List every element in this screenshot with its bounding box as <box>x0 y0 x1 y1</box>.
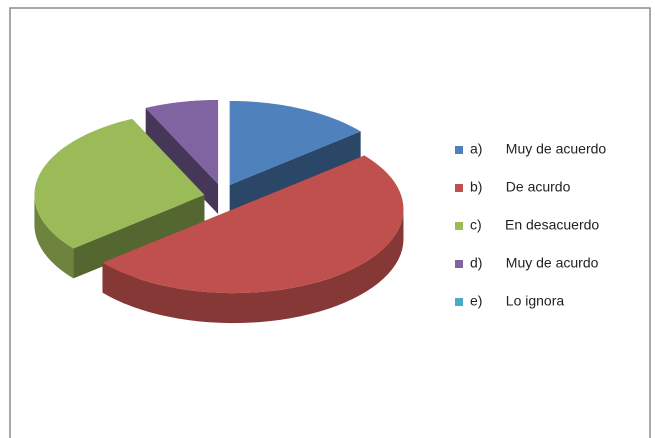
legend-swatch <box>455 260 463 268</box>
slice-top <box>229 100 361 185</box>
slice-top <box>34 118 205 249</box>
slice-side <box>229 131 361 215</box>
slice-wall <box>102 209 404 324</box>
legend-label: e) Lo ignora <box>470 293 564 309</box>
legend-swatch <box>455 222 463 230</box>
legend-label: a) Muy de acuerdo <box>470 141 606 157</box>
pie-slice <box>102 155 404 324</box>
slice-top <box>102 155 404 294</box>
legend-swatch <box>455 146 463 154</box>
slice-side <box>73 194 205 279</box>
legend-swatch <box>455 298 463 306</box>
legend-label: c) En desacuerdo <box>470 217 599 233</box>
pie-slice <box>145 99 219 214</box>
pie-slice <box>229 100 361 215</box>
slice-wall <box>34 194 74 279</box>
slice-top <box>145 99 219 184</box>
legend-swatch <box>455 184 463 192</box>
slice-side <box>145 107 219 214</box>
legend-label: b) De acurdo <box>470 179 571 195</box>
legend-label: d) Muy de acurdo <box>470 255 599 271</box>
pie-slice <box>34 118 205 279</box>
